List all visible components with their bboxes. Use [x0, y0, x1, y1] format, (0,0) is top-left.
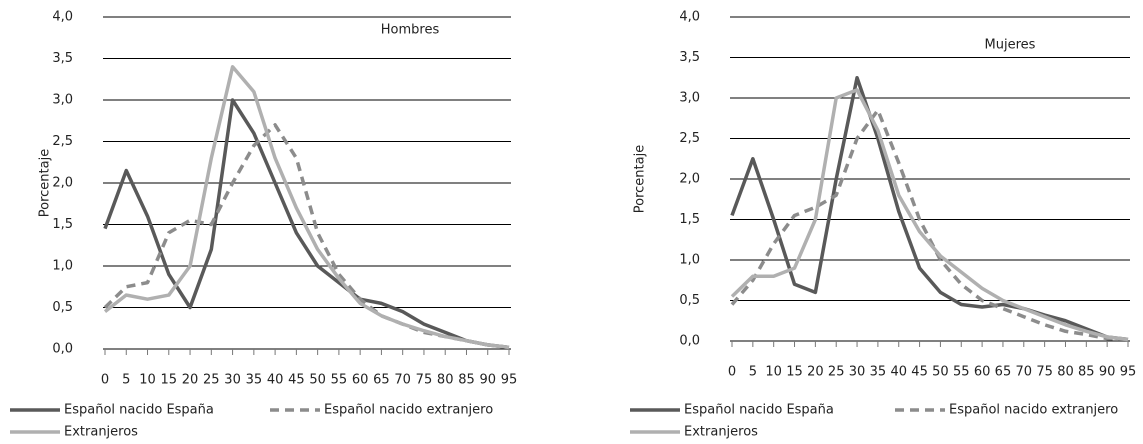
x-tick-label: 15	[161, 373, 178, 388]
x-tick-label: 80	[437, 373, 454, 388]
x-tick-label: 65	[373, 373, 390, 388]
y-tick-label: 2,0	[52, 176, 73, 191]
series-line	[103, 123, 510, 350]
x-tick-label: 5	[122, 373, 130, 388]
legend-label: Extranjeros	[64, 425, 138, 440]
x-tick-label: 65	[995, 365, 1012, 380]
y-tick-label: 1,0	[52, 259, 73, 274]
legend-label: Español nacido extranjero	[949, 403, 1118, 418]
y-tick-label: 0,0	[679, 334, 700, 349]
x-tick-label: 70	[394, 373, 411, 388]
x-tick-label: 75	[1036, 365, 1053, 380]
y-tick-label: 0,5	[52, 300, 73, 315]
x-tick-label: 55	[331, 373, 348, 388]
x-tick-label: 75	[416, 373, 433, 388]
x-tick-label: 35	[870, 365, 887, 380]
y-tick-label: 1,0	[679, 253, 700, 268]
legend-label: Extranjeros	[684, 425, 758, 440]
y-tick-label: 2,5	[52, 134, 73, 149]
x-tick-label: 5	[749, 365, 757, 380]
y-tick-label: 4,0	[52, 10, 73, 25]
y-tick-label: 3,5	[679, 50, 700, 65]
series-line	[730, 88, 1129, 342]
x-tick-label: 20	[182, 373, 199, 388]
x-tick-label: 25	[203, 373, 220, 388]
series-line	[730, 108, 1129, 342]
x-tick-label: 30	[224, 373, 241, 388]
x-tick-label: 85	[1078, 365, 1095, 380]
y-tick-label: 3,5	[52, 51, 73, 66]
x-tick-label: 90	[479, 373, 496, 388]
legend-label: Español nacido extranjero	[324, 403, 493, 418]
y-tick-label: 1,5	[52, 217, 73, 232]
series-line	[103, 65, 510, 350]
y-tick-label: 2,0	[679, 172, 700, 187]
chart-title: Mujeres	[985, 38, 1036, 53]
x-tick-label: 20	[807, 365, 824, 380]
x-tick-label: 10	[765, 365, 782, 380]
x-tick-label: 10	[139, 373, 156, 388]
series-line	[730, 76, 1129, 342]
x-tick-label: 85	[458, 373, 475, 388]
y-tick-label: 1,5	[679, 212, 700, 227]
chart-title: Hombres	[381, 23, 440, 38]
x-tick-label: 0	[101, 373, 109, 388]
y-axis-label: Porcentaje	[633, 145, 648, 213]
x-tick-label: 55	[953, 365, 970, 380]
y-tick-label: 4,0	[679, 10, 700, 25]
legend-label: Español nacido España	[684, 403, 834, 418]
x-tick-label: 95	[501, 373, 518, 388]
x-tick-label: 35	[246, 373, 263, 388]
x-tick-label: 45	[288, 373, 305, 388]
x-tick-label: 50	[309, 373, 326, 388]
y-axis-label: Porcentaje	[38, 149, 53, 217]
x-tick-label: 70	[1016, 365, 1033, 380]
x-tick-label: 50	[932, 365, 949, 380]
legend-label: Español nacido España	[64, 403, 214, 418]
y-tick-label: 3,0	[52, 93, 73, 108]
y-tick-label: 3,0	[679, 91, 700, 106]
y-tick-label: 0,0	[52, 342, 73, 357]
x-tick-label: 60	[974, 365, 991, 380]
series-line	[103, 98, 510, 350]
y-tick-label: 2,5	[679, 131, 700, 146]
x-tick-label: 40	[267, 373, 284, 388]
x-tick-label: 40	[890, 365, 907, 380]
x-tick-label: 0	[728, 365, 736, 380]
x-tick-label: 15	[786, 365, 803, 380]
x-tick-label: 25	[828, 365, 845, 380]
x-tick-label: 45	[911, 365, 928, 380]
x-tick-label: 80	[1057, 365, 1074, 380]
x-tick-label: 30	[849, 365, 866, 380]
x-tick-label: 90	[1099, 365, 1116, 380]
y-tick-label: 0,5	[679, 293, 700, 308]
x-tick-label: 95	[1120, 365, 1137, 380]
x-tick-label: 60	[352, 373, 369, 388]
